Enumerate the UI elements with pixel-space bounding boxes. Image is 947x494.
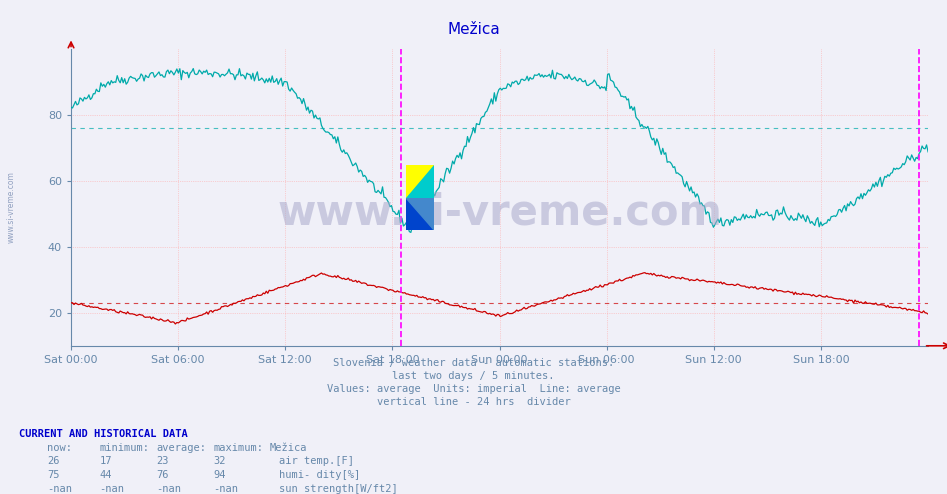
Text: now:: now: [47,443,72,453]
Text: -nan: -nan [99,484,124,494]
Text: Values: average  Units: imperial  Line: average: Values: average Units: imperial Line: av… [327,384,620,394]
Text: 94: 94 [213,470,225,480]
Text: air temp.[F]: air temp.[F] [279,456,354,466]
Text: CURRENT AND HISTORICAL DATA: CURRENT AND HISTORICAL DATA [19,429,188,439]
Text: last two days / 5 minutes.: last two days / 5 minutes. [392,371,555,381]
Text: 26: 26 [47,456,60,466]
Text: 32: 32 [213,456,225,466]
Text: www.si-vreme.com: www.si-vreme.com [7,171,16,244]
Text: maximum:: maximum: [213,443,263,453]
Text: Mežica: Mežica [447,22,500,37]
Text: 75: 75 [47,470,60,480]
Text: www.si-vreme.com: www.si-vreme.com [277,191,722,234]
Text: -nan: -nan [213,484,238,494]
Text: sun strength[W/ft2]: sun strength[W/ft2] [279,484,398,494]
Text: humi- dity[%]: humi- dity[%] [279,470,361,480]
Text: minimum:: minimum: [99,443,150,453]
Text: Slovenia / weather data - automatic stations.: Slovenia / weather data - automatic stat… [333,358,614,368]
Text: -nan: -nan [47,484,72,494]
Text: 76: 76 [156,470,169,480]
Text: Mežica: Mežica [270,443,308,453]
Polygon shape [405,165,434,198]
Text: average:: average: [156,443,206,453]
Polygon shape [405,198,434,230]
Text: 44: 44 [99,470,112,480]
Text: 23: 23 [156,456,169,466]
Polygon shape [405,198,434,230]
Polygon shape [405,165,434,198]
Text: vertical line - 24 hrs  divider: vertical line - 24 hrs divider [377,397,570,407]
Text: 17: 17 [99,456,112,466]
Text: -nan: -nan [156,484,181,494]
